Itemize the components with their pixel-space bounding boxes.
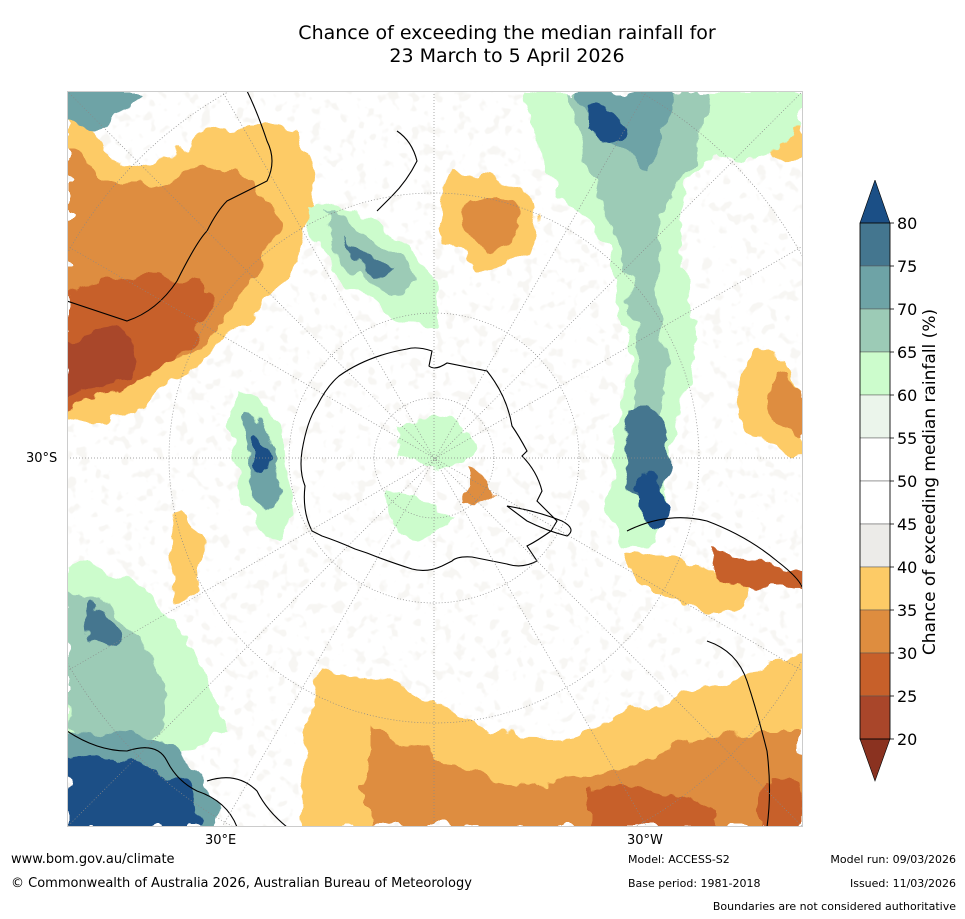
south-america-coast-2 xyxy=(706,640,771,827)
website-link[interactable]: www.bom.gov.au/climate xyxy=(11,852,175,867)
model-run-text: Model run: 09/03/2026 xyxy=(830,853,956,866)
colorbar-segment xyxy=(859,652,891,697)
copyright-text: © Commonwealth of Australia 2026, Austra… xyxy=(11,876,472,891)
colorbar-tick-label: 40 xyxy=(897,558,917,577)
colorbar-segment xyxy=(859,523,891,568)
colorbar-segment xyxy=(859,265,891,310)
antarctica-outline xyxy=(300,347,558,572)
colorbar-tick-label: 30 xyxy=(897,644,917,663)
africa-outline xyxy=(67,91,273,322)
colorbar-segment xyxy=(859,351,891,396)
graticule xyxy=(67,91,803,827)
colorbar-segment xyxy=(859,480,891,525)
new-zealand-outline xyxy=(376,130,418,212)
disclaimer-text: Boundaries are not considered authoritat… xyxy=(712,900,956,913)
colorbar-extend-max xyxy=(859,180,891,224)
colorbar-segment xyxy=(859,566,891,611)
colorbar-tick-label: 55 xyxy=(897,429,917,448)
latitude-label-30s: 30°S xyxy=(26,451,58,466)
colorbar-tick-label: 50 xyxy=(897,472,917,491)
coastlines xyxy=(67,91,803,827)
colorbar-tick-label: 20 xyxy=(897,730,917,749)
rainfall-probability-map xyxy=(67,91,803,827)
title-line-2: 23 March to 5 April 2026 xyxy=(389,45,625,67)
colorbar-segment xyxy=(859,437,891,482)
colorbar-segment xyxy=(859,308,891,353)
colorbar-tick-label: 60 xyxy=(897,386,917,405)
model-text: Model: ACCESS-S2 xyxy=(628,853,730,866)
australia-outline xyxy=(67,730,238,827)
colorbar-tick-label: 75 xyxy=(897,257,917,276)
colorbar-tick-label: 25 xyxy=(897,687,917,706)
colorbar-tick-label: 35 xyxy=(897,601,917,620)
colorbar-segment xyxy=(859,394,891,439)
colorbar-segment xyxy=(859,609,891,654)
colorbar-title: Chance of exceeding median rainfall (%) xyxy=(920,308,940,656)
madagascar-outline xyxy=(206,777,288,827)
colorbar-segment xyxy=(859,695,891,740)
antarctic-peninsula xyxy=(506,505,572,537)
title-line-1: Chance of exceeding the median rainfall … xyxy=(298,22,716,44)
map-title: Chance of exceeding the median rainfall … xyxy=(0,22,965,68)
dry-anomaly-regions xyxy=(67,91,803,827)
colorbar-tick-label: 80 xyxy=(897,214,917,233)
colorbar-tick-label: 70 xyxy=(897,300,917,319)
longitude-label-30w: 30°W xyxy=(627,833,663,848)
colorbar-tick-label: 45 xyxy=(897,515,917,534)
colorbar: 80 75 70 65 60 55 50 45 40 35 30 25 20 xyxy=(859,180,917,782)
colorbar-extend-min xyxy=(859,738,891,782)
colorbar-tick-label: 65 xyxy=(897,343,917,362)
south-america-outline xyxy=(626,517,803,592)
longitude-label-30e: 30°E xyxy=(205,833,237,848)
issued-text: Issued: 11/03/2026 xyxy=(849,877,956,890)
colorbar-segment xyxy=(859,222,891,267)
base-period-text: Base period: 1981-2018 xyxy=(628,877,761,890)
wet-anomaly-regions xyxy=(67,91,803,827)
